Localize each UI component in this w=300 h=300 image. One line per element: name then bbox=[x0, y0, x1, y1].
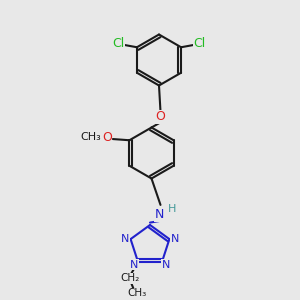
Text: N: N bbox=[121, 234, 129, 244]
Text: CH₃: CH₃ bbox=[128, 288, 147, 298]
Text: Cl: Cl bbox=[112, 37, 124, 50]
Text: N: N bbox=[161, 260, 170, 270]
Text: H: H bbox=[168, 203, 177, 214]
Text: O: O bbox=[102, 131, 112, 144]
Text: N: N bbox=[171, 234, 179, 244]
Text: CH₂: CH₂ bbox=[120, 273, 139, 284]
Text: N: N bbox=[154, 208, 164, 221]
Text: Cl: Cl bbox=[194, 37, 206, 50]
Text: CH₃: CH₃ bbox=[80, 132, 101, 142]
Text: O: O bbox=[156, 110, 165, 124]
Text: N: N bbox=[130, 260, 139, 270]
